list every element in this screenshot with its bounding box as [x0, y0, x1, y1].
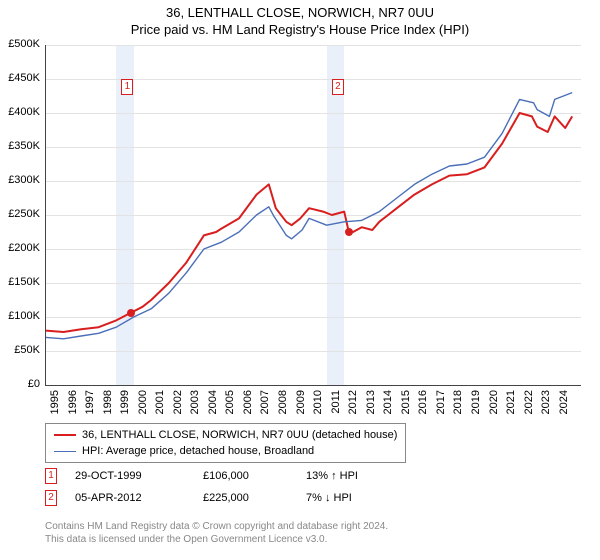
- footer-line-2: This data is licensed under the Open Gov…: [45, 533, 388, 546]
- legend-box: 36, LENTHALL CLOSE, NORWICH, NR7 0UU (de…: [45, 423, 406, 463]
- title-sub: Price paid vs. HM Land Registry's House …: [0, 20, 600, 37]
- chart-container: 36, LENTHALL CLOSE, NORWICH, NR7 0UU Pri…: [0, 0, 600, 560]
- sale-number-badge: 1: [45, 468, 57, 484]
- footer-line-1: Contains HM Land Registry data © Crown c…: [45, 520, 388, 533]
- sale-hpi-delta: 13% ↑ HPI: [306, 470, 358, 482]
- x-axis-label: 2015: [400, 390, 412, 420]
- sale-hpi-delta: 7% ↓ HPI: [306, 492, 352, 504]
- y-axis-label: £0: [2, 378, 40, 390]
- x-axis-label: 2004: [207, 390, 219, 420]
- sale-marker-box: 1: [121, 79, 133, 95]
- sale-row: 1 29-OCT-1999 £106,000 13% ↑ HPI: [45, 468, 358, 484]
- legend-label: HPI: Average price, detached house, Broa…: [82, 443, 314, 459]
- x-axis-label: 2007: [259, 390, 271, 420]
- sale-row: 2 05-APR-2012 £225,000 7% ↓ HPI: [45, 490, 352, 506]
- x-axis-label: 2003: [189, 390, 201, 420]
- sale-price: £106,000: [203, 470, 288, 482]
- x-axis-label: 2005: [224, 390, 236, 420]
- x-axis-label: 1995: [49, 390, 61, 420]
- y-axis-label: £100K: [2, 310, 40, 322]
- y-axis-label: £500K: [2, 38, 40, 50]
- x-axis-label: 1997: [84, 390, 96, 420]
- chart-plot-area: 12: [45, 45, 581, 386]
- x-axis-label: 2016: [417, 390, 429, 420]
- series-line: [46, 93, 572, 339]
- x-axis-label: 2011: [330, 390, 342, 420]
- y-axis-label: £200K: [2, 242, 40, 254]
- sale-marker-dot: [345, 228, 353, 236]
- x-axis-label: 1999: [119, 390, 131, 420]
- chart-svg: [46, 45, 581, 385]
- x-axis-label: 2017: [435, 390, 447, 420]
- legend-row: 36, LENTHALL CLOSE, NORWICH, NR7 0UU (de…: [54, 427, 397, 443]
- x-axis-label: 2010: [312, 390, 324, 420]
- x-axis-label: 2006: [242, 390, 254, 420]
- y-axis-label: £450K: [2, 72, 40, 84]
- y-axis-label: £350K: [2, 140, 40, 152]
- x-axis-label: 2021: [505, 390, 517, 420]
- y-axis-label: £400K: [2, 106, 40, 118]
- x-axis-label: 2002: [172, 390, 184, 420]
- y-axis-label: £300K: [2, 174, 40, 186]
- sale-price: £225,000: [203, 492, 288, 504]
- x-axis-label: 1996: [67, 390, 79, 420]
- x-axis-label: 2022: [523, 390, 535, 420]
- footer-notice: Contains HM Land Registry data © Crown c…: [45, 520, 388, 546]
- x-axis-label: 2018: [452, 390, 464, 420]
- legend-label: 36, LENTHALL CLOSE, NORWICH, NR7 0UU (de…: [82, 427, 397, 443]
- sale-date: 29-OCT-1999: [75, 470, 185, 482]
- x-axis-label: 2013: [365, 390, 377, 420]
- sale-marker-box: 2: [332, 79, 344, 95]
- x-axis-label: 2001: [154, 390, 166, 420]
- x-axis-label: 2020: [488, 390, 500, 420]
- sale-marker-dot: [127, 309, 135, 317]
- legend-swatch: [54, 434, 76, 436]
- title-main: 36, LENTHALL CLOSE, NORWICH, NR7 0UU: [0, 0, 600, 20]
- y-axis-label: £250K: [2, 208, 40, 220]
- sale-date: 05-APR-2012: [75, 492, 185, 504]
- y-axis-label: £150K: [2, 276, 40, 288]
- legend-swatch: [54, 451, 76, 452]
- x-axis-label: 2008: [277, 390, 289, 420]
- sale-number-badge: 2: [45, 490, 57, 506]
- y-axis-label: £50K: [2, 344, 40, 356]
- legend-row: HPI: Average price, detached house, Broa…: [54, 443, 397, 459]
- x-axis-label: 2014: [382, 390, 394, 420]
- x-axis-label: 2000: [137, 390, 149, 420]
- x-axis-label: 2019: [470, 390, 482, 420]
- x-axis-label: 2009: [295, 390, 307, 420]
- x-axis-label: 1998: [102, 390, 114, 420]
- x-axis-label: 2012: [347, 390, 359, 420]
- x-axis-label: 2024: [558, 390, 570, 420]
- x-axis-label: 2023: [540, 390, 552, 420]
